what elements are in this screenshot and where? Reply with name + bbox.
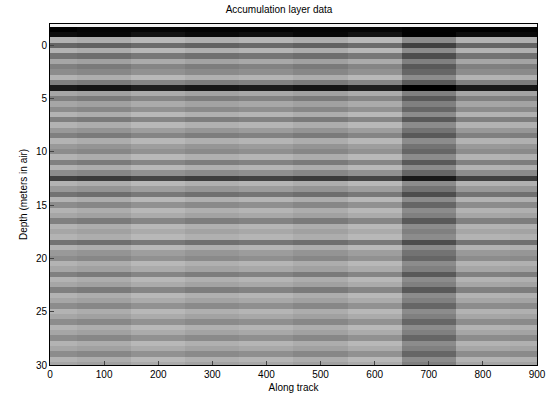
svg-text:600: 600 [366, 369, 383, 380]
svg-text:10: 10 [36, 146, 48, 157]
svg-text:800: 800 [475, 369, 492, 380]
svg-text:500: 500 [312, 369, 329, 380]
svg-text:100: 100 [96, 369, 113, 380]
svg-text:25: 25 [36, 306, 48, 317]
svg-text:300: 300 [204, 369, 221, 380]
svg-text:700: 700 [420, 369, 437, 380]
svg-text:Depth (meters in air): Depth (meters in air) [18, 149, 29, 240]
svg-text:Accumulation layer data: Accumulation layer data [226, 4, 333, 15]
svg-text:20: 20 [36, 253, 48, 264]
svg-text:900: 900 [529, 369, 546, 380]
svg-text:30: 30 [36, 360, 48, 371]
svg-text:200: 200 [150, 369, 167, 380]
svg-text:0: 0 [47, 369, 53, 380]
svg-text:15: 15 [36, 200, 48, 211]
svg-text:400: 400 [258, 369, 275, 380]
svg-text:Along track: Along track [268, 382, 319, 393]
svg-text:0: 0 [41, 40, 47, 51]
svg-text:5: 5 [41, 93, 47, 104]
